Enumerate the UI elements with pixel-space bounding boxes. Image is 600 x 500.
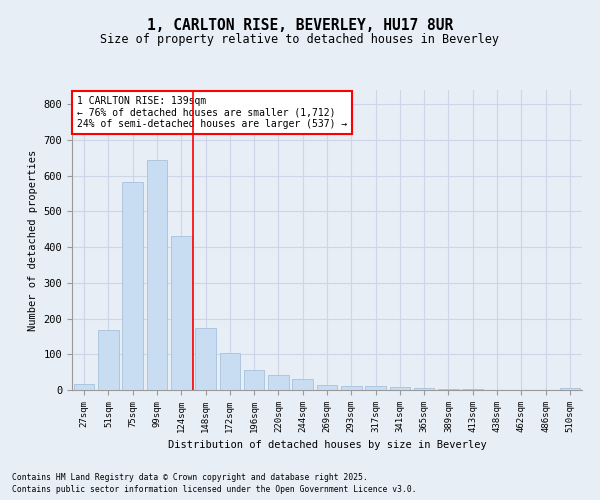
Bar — [220, 352, 240, 390]
Bar — [244, 370, 265, 390]
Bar — [341, 386, 362, 390]
Bar — [389, 387, 410, 390]
Text: Contains public sector information licensed under the Open Government Licence v3: Contains public sector information licen… — [12, 485, 416, 494]
Text: Size of property relative to detached houses in Beverley: Size of property relative to detached ho… — [101, 32, 499, 46]
Bar — [195, 328, 216, 390]
Bar — [146, 160, 167, 390]
Bar — [365, 386, 386, 390]
Bar — [438, 388, 459, 390]
Bar — [560, 388, 580, 390]
Bar — [98, 330, 119, 390]
Bar — [74, 384, 94, 390]
Text: Contains HM Land Registry data © Crown copyright and database right 2025.: Contains HM Land Registry data © Crown c… — [12, 472, 368, 482]
Bar — [268, 375, 289, 390]
Text: 1, CARLTON RISE, BEVERLEY, HU17 8UR: 1, CARLTON RISE, BEVERLEY, HU17 8UR — [147, 18, 453, 32]
X-axis label: Distribution of detached houses by size in Beverley: Distribution of detached houses by size … — [167, 440, 487, 450]
Text: 1 CARLTON RISE: 139sqm
← 76% of detached houses are smaller (1,712)
24% of semi-: 1 CARLTON RISE: 139sqm ← 76% of detached… — [77, 96, 347, 129]
Bar — [292, 378, 313, 390]
Bar — [414, 388, 434, 390]
Bar — [317, 384, 337, 390]
Bar — [122, 182, 143, 390]
Y-axis label: Number of detached properties: Number of detached properties — [28, 150, 38, 330]
Bar — [171, 236, 191, 390]
